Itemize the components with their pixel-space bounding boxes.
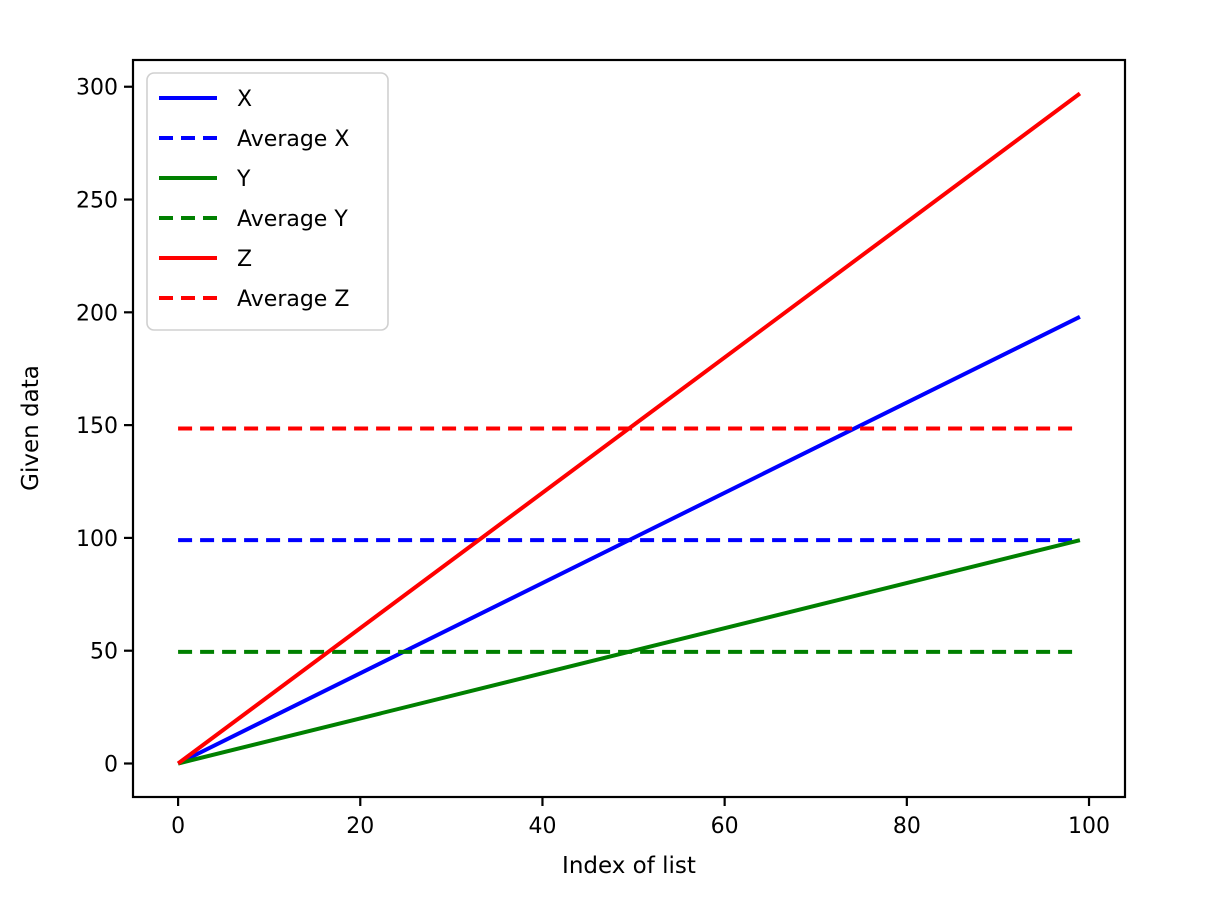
y-tick-label: 300: [76, 76, 118, 101]
y-tick-label: 200: [76, 301, 118, 326]
legend-label-z: Z: [237, 247, 252, 272]
axes-frame: [131, 58, 1127, 799]
y-axis-label: Given data: [18, 365, 44, 491]
legend-label-x: X: [237, 87, 252, 112]
x-tick-label: 40: [528, 814, 556, 839]
x-tick-label: 0: [171, 814, 185, 839]
legend-label-average-x: Average X: [237, 127, 349, 152]
x-tick-label: 100: [1068, 814, 1110, 839]
legend-label-y: Y: [236, 167, 251, 192]
x-tick-label: 80: [893, 814, 921, 839]
y-tick-label: 150: [76, 414, 118, 439]
legend-label-average-z: Average Z: [237, 287, 349, 312]
x-axis-label: Index of list: [562, 853, 696, 879]
legend-label-average-y: Average Y: [237, 207, 348, 232]
y-tick-label: 0: [104, 753, 118, 778]
y-tick-label: 100: [76, 527, 118, 552]
legend: X Average X Y Average Y Z Average Z: [146, 72, 389, 331]
y-axis-ticks: 0 50 100 150 200 250 300: [76, 76, 133, 778]
y-tick-label: 50: [90, 640, 118, 665]
x-axis-ticks: 0 20 40 60 80 100: [171, 797, 1110, 839]
x-tick-label: 60: [711, 814, 739, 839]
y-tick-label: 250: [76, 189, 118, 214]
x-tick-label: 20: [346, 814, 374, 839]
series-lines: [176, 91, 1082, 766]
